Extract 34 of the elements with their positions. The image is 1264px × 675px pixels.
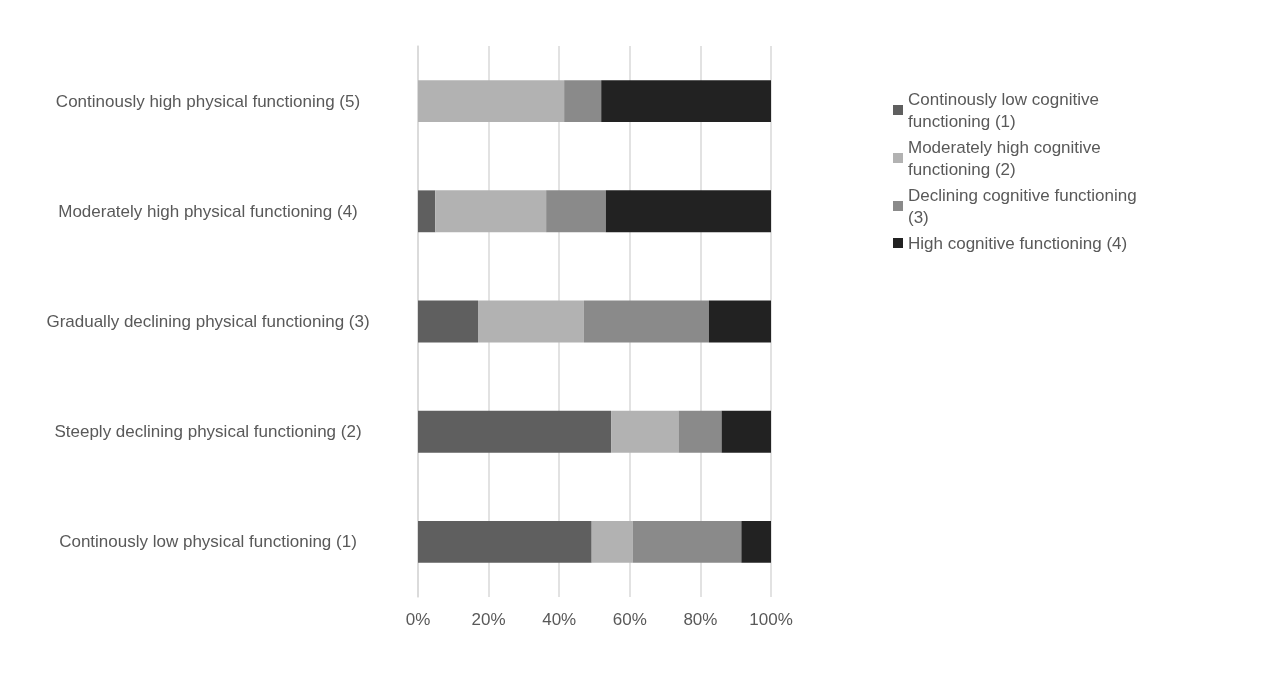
bar [478, 300, 584, 343]
legend-label: High cognitive functioning (4) [908, 233, 1128, 253]
x-tick-label: 20% [471, 610, 506, 629]
y-tick-label: Continously low physical functioning (1) [59, 532, 357, 552]
x-tick-label: 0% [405, 610, 431, 629]
x-tick-label: 60% [612, 610, 647, 629]
y-tick-label: Moderately high physical functioning (4) [58, 201, 358, 221]
bar [418, 300, 479, 343]
legend-label: Continously low cognitive functioning (1) [908, 89, 1104, 131]
bar [741, 520, 771, 563]
bar [708, 300, 771, 343]
bar [678, 410, 722, 453]
x-tick-label: 100% [749, 610, 793, 629]
bar [435, 190, 547, 233]
y-tick-label: Gradually declining physical functioning (3) [46, 312, 370, 331]
legend-label: Declining cognitive functioning (3) [908, 185, 1142, 227]
bar [418, 80, 565, 123]
bar [418, 520, 592, 563]
bar [605, 190, 771, 233]
x-tick-label: 40% [542, 610, 577, 629]
bar [583, 300, 709, 343]
y-tick-label: Steeply declining physical functioning (2) [54, 422, 362, 442]
bar [591, 520, 633, 563]
bar [721, 410, 771, 453]
bar [546, 190, 606, 233]
bar [418, 190, 436, 233]
x-tick-label: 80% [683, 610, 718, 629]
legend-label: Moderately high cognitive functioning (2) [908, 137, 1106, 179]
bar [564, 80, 602, 123]
bar [632, 520, 742, 563]
y-tick-label: Continously high physical functioning (5) [55, 91, 361, 111]
bar [601, 80, 771, 123]
bar [611, 410, 679, 453]
bar [418, 410, 612, 453]
